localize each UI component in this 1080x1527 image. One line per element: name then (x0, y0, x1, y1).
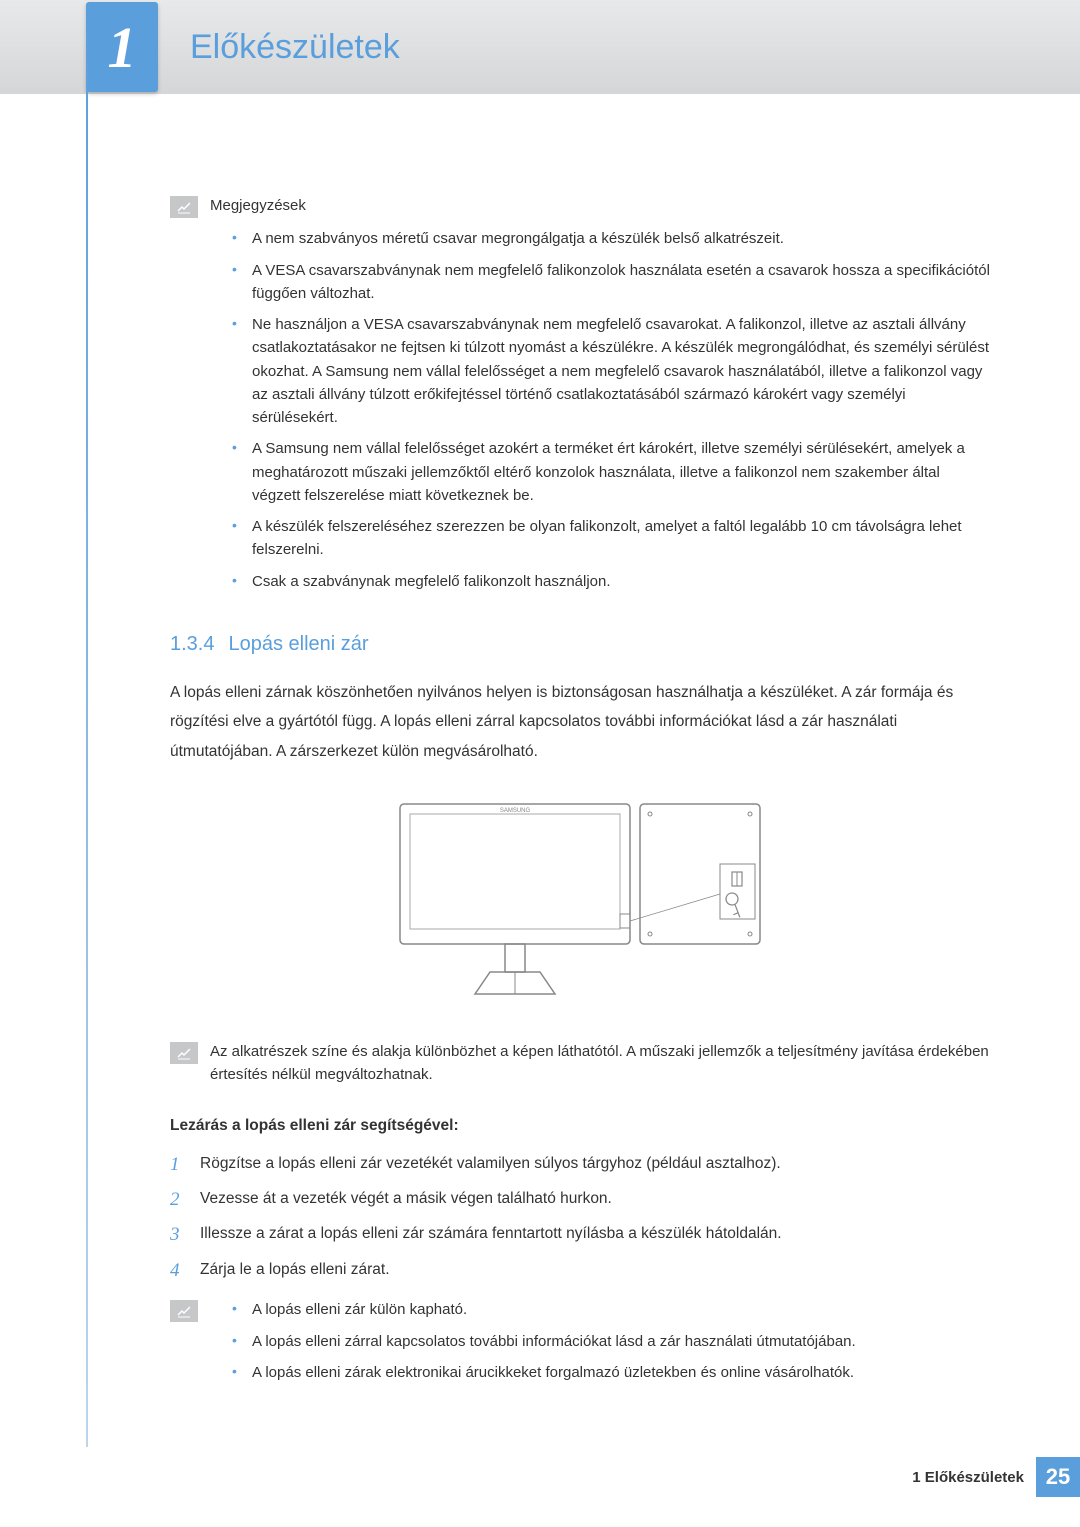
section-number: 1.3.4 (170, 633, 214, 655)
note-icon (170, 1300, 198, 1322)
notes-block-1: Megjegyzések A nem szabványos méretű csa… (170, 194, 990, 601)
footer-label: 1 Előkészületek (912, 1469, 1024, 1486)
page-number-badge: 25 (1036, 1457, 1080, 1497)
section-heading: 1.3.4 Lopás elleni zár (170, 633, 990, 656)
brand-label: SAMSUNG (500, 808, 531, 814)
step-item: Vezesse át a vezeték végét a másik végen… (170, 1184, 990, 1213)
monitor-lock-diagram: SAMSUNG (170, 794, 990, 1014)
chapter-number: 1 (108, 14, 137, 81)
chapter-number-badge: 1 (86, 2, 158, 92)
section-title: Lopás elleni zár (228, 633, 368, 655)
note-icon (170, 196, 198, 218)
step-item: Rögzítse a lopás elleni zár vezetékét va… (170, 1149, 990, 1178)
note-item: Ne használjon a VESA csavarszabványnak n… (232, 313, 990, 429)
note-item: Csak a szabványnak megfelelő falikonzolt… (232, 570, 990, 593)
note-item: A lopás elleni zárral kapcsolatos tovább… (232, 1330, 990, 1353)
step-item: Illessze a zárat a lopás elleni zár szám… (170, 1219, 990, 1248)
note-item: A készülék felszereléséhez szerezzen be … (232, 515, 990, 562)
chapter-header: 1 Előkészületek (0, 0, 1080, 94)
note-item: A nem szabványos méretű csavar megrongál… (232, 227, 990, 250)
notes-list-1: A nem szabványos méretű csavar megrongál… (210, 227, 990, 593)
step-item: Zárja le a lopás elleni zárat. (170, 1255, 990, 1284)
notes-title: Megjegyzések (210, 194, 990, 217)
note-item: A VESA csavarszabványnak nem megfelelő f… (232, 259, 990, 306)
steps-heading: Lezárás a lopás elleni zár segítségével: (170, 1117, 990, 1135)
note2-text: Az alkatrészek színe és alakja különbözh… (210, 1040, 990, 1087)
note-item: A Samsung nem vállal felelősséget azokér… (232, 437, 990, 507)
note-icon (170, 1042, 198, 1064)
page-footer: 1 Előkészületek 25 (912, 1457, 1080, 1497)
steps-list: Rögzítse a lopás elleni zár vezetékét va… (170, 1149, 990, 1285)
notes-list-3: A lopás elleni zár külön kapható. A lopá… (210, 1298, 990, 1384)
notes-block-2: Az alkatrészek színe és alakja különbözh… (170, 1040, 990, 1087)
chapter-title: Előkészületek (190, 28, 400, 67)
note-item: A lopás elleni zár külön kapható. (232, 1298, 990, 1321)
notes-block-3: A lopás elleni zár külön kapható. A lopá… (170, 1298, 990, 1392)
note-item: A lopás elleni zárak elektronikai árucik… (232, 1361, 990, 1384)
page-number: 25 (1046, 1464, 1070, 1490)
side-accent-line (86, 22, 88, 1447)
section-intro: A lopás elleni zárnak köszönhetően nyilv… (170, 678, 990, 766)
